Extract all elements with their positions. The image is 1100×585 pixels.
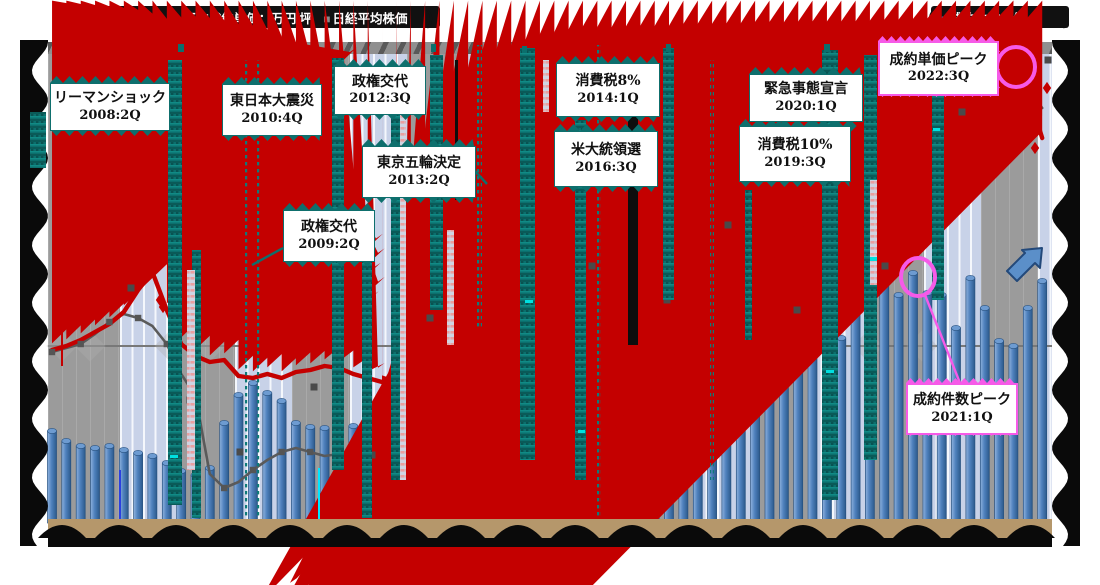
legend-right-close-paren: ）: [1062, 9, 1082, 31]
legend-left-close-paren: ）: [426, 9, 446, 31]
